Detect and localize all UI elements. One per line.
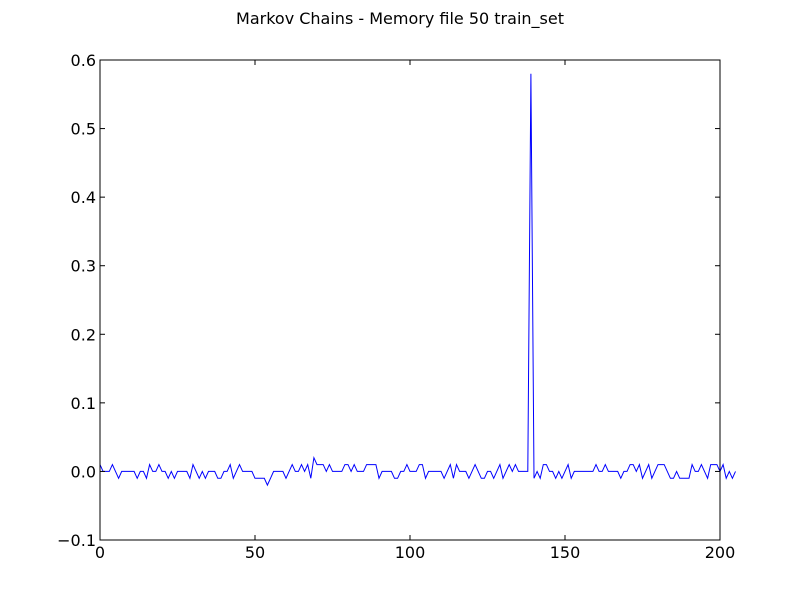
y-tick-label: 0.6 [71,51,96,70]
y-tick-label: −0.1 [57,531,96,550]
x-tick-label: 100 [395,543,426,562]
y-tick-label: 0.4 [71,188,96,207]
x-tick-label: 50 [245,543,265,562]
series-line-0 [99,73,736,487]
x-tick-label: 150 [550,543,581,562]
tick-layer: 0 50 100 150 200 −0.1 0.0 0.1 0.2 0.3 0.4 0.5 0.6 [57,51,735,562]
chart-title: Markov Chains - Memory file 50 train_set [236,9,564,29]
y-tick-label: 0.5 [71,120,96,139]
x-tick-label: 200 [705,543,736,562]
y-tick-label: 0.0 [71,462,96,481]
y-tick-label: 0.1 [71,394,96,413]
series-layer [99,73,736,487]
y-tick-label: 0.3 [71,257,96,276]
plot-area [100,60,720,540]
y-tick-label: 0.2 [71,325,96,344]
x-tick-label: 0 [95,543,105,562]
